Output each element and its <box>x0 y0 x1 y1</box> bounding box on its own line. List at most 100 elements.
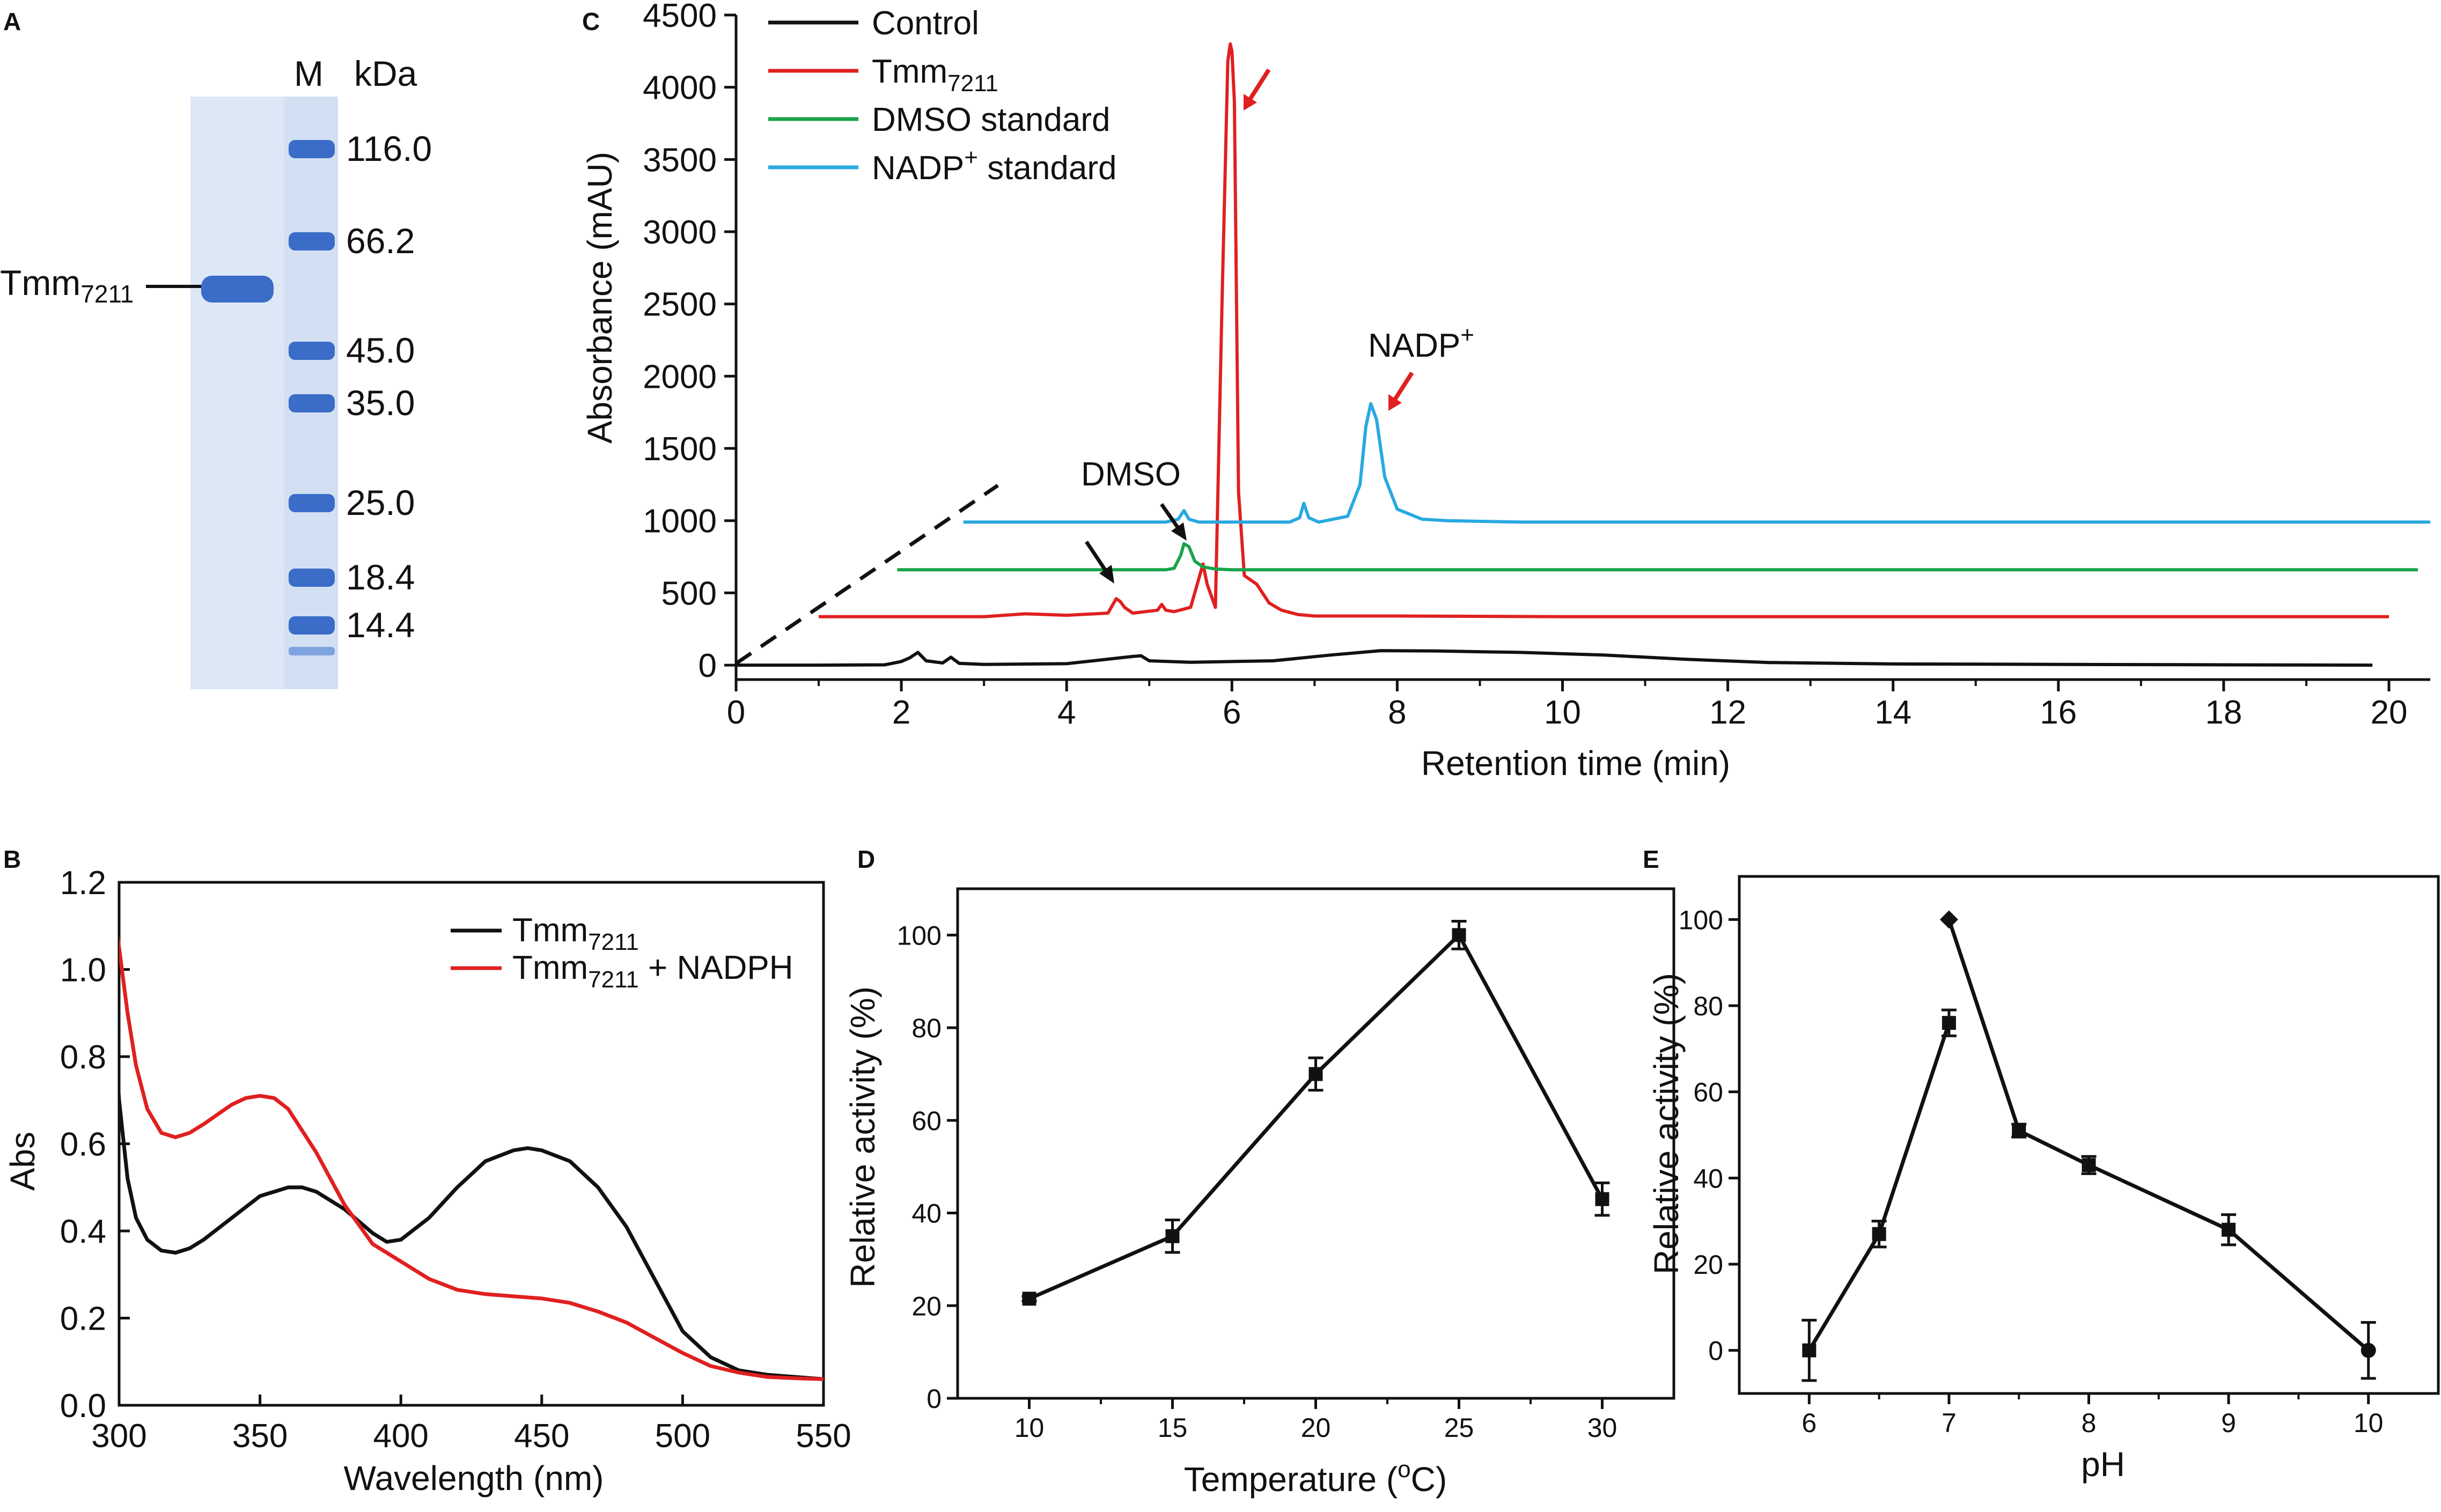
marker-band <box>289 140 335 158</box>
d-data-point <box>1452 928 1466 942</box>
nadp-annotation: NADP+ <box>1368 322 1474 364</box>
e-series-line-1 <box>1947 919 2370 1352</box>
e-x-tick-label: 10 <box>2354 1408 2384 1438</box>
e-x-tick-label: 9 <box>2221 1408 2236 1438</box>
marker-band <box>289 569 335 587</box>
c-legend-label: Tmm7211 <box>872 53 998 97</box>
b-x-tick-label: 500 <box>655 1418 710 1455</box>
c-y-tick-label: 1500 <box>643 431 717 468</box>
c-x-tick-label: 0 <box>727 694 745 731</box>
marker-weight-label: 66.2 <box>346 221 415 261</box>
marker-band <box>289 494 335 512</box>
b-series-line-1 <box>119 935 824 1381</box>
b-x-tick-label: 550 <box>796 1418 851 1455</box>
d-x-axis-title-main: Temperature ( <box>1184 1460 1398 1499</box>
d-x-axis-title: Temperature (oC) <box>1184 1456 1447 1499</box>
e-y-tick-label: 0 <box>1708 1336 1723 1366</box>
protein-label: Tmm7211 <box>0 263 134 308</box>
c-series-line-3 <box>963 402 2430 524</box>
arrow-nadp-peak <box>1388 371 1414 411</box>
panel-a: A M kDa Tmm7211 116.0 66.2 45.0 35.0 25.0 18.… <box>0 8 432 689</box>
d-x-tick-label: 10 <box>1014 1413 1045 1443</box>
e-plot-frame <box>1738 875 2440 1395</box>
b-x-tick-label: 450 <box>514 1418 569 1455</box>
panel-label-c: C <box>582 8 600 35</box>
c-y-tick-label: 1000 <box>643 503 717 540</box>
e-data-point <box>1939 910 1958 929</box>
panel-label-b: B <box>3 845 21 873</box>
c-x-tick-label: 20 <box>2370 694 2407 731</box>
marker-weight-label: 14.4 <box>346 605 415 645</box>
d-y-tick-label: 20 <box>911 1291 942 1321</box>
chart-c: 0 2 4 6 8 10 12 14 16 18 20 0 500 1000 1500 2000 2500 300… <box>643 0 2430 731</box>
b-y-tick-label: 0.4 <box>60 1213 106 1250</box>
marker-weight-label: 116.0 <box>346 129 432 168</box>
b-series-line-0 <box>119 1073 824 1381</box>
e-y-axis-title: Relative activity (%) <box>1647 973 1686 1274</box>
c-y-tick-label: 4000 <box>643 70 717 107</box>
c-x-tick-label: 6 <box>1223 694 1241 731</box>
marker-band <box>289 342 335 360</box>
c-y-tick-label: 3000 <box>643 214 717 251</box>
b-y-tick-label: 0.8 <box>60 1039 106 1076</box>
b-y-tick-label: 0.6 <box>60 1126 106 1163</box>
e-data-point <box>1872 1227 1886 1241</box>
b-legend-label: Tmm7211 <box>512 912 639 955</box>
gel-bands <box>289 140 335 655</box>
protein-label-sub: 7211 <box>80 280 134 308</box>
arrow-main-peak <box>1244 68 1271 110</box>
d-plot-frame <box>956 887 1675 1400</box>
e-x-axis-title: pH <box>2081 1445 2125 1484</box>
c-y-tick-label: 3500 <box>643 142 717 179</box>
nadp-annotation-text: NADP <box>1368 327 1460 364</box>
e-x-tick-label: 8 <box>2082 1408 2097 1438</box>
c-series-line-2 <box>897 542 2418 572</box>
marker-band-faint <box>289 647 335 655</box>
c-x-tick-label: 12 <box>1709 694 1746 731</box>
d-y-tick-label: 0 <box>927 1384 942 1414</box>
e-x-tick-label: 6 <box>1802 1408 1817 1438</box>
chart-b: 300 350 400 450 500 550 0.0 0.2 0.4 0.6 0.8 1.0 1.2 <box>60 865 851 1455</box>
c-y-tick-label: 500 <box>661 575 717 612</box>
c-x-tick-label: 10 <box>1544 694 1581 731</box>
c-x-tick-label: 18 <box>2205 694 2242 731</box>
dmso-annotation: DMSO <box>1081 456 1181 493</box>
d-data-point <box>1308 1067 1323 1081</box>
c-legend-label: Control <box>872 5 979 42</box>
protein-label-main: Tmm <box>0 263 80 303</box>
panel-c: C 0 2 4 6 8 10 12 14 16 18 20 0 500 1000 1500 2000 2500 3… <box>580 0 2430 783</box>
b-x-tick-label: 300 <box>91 1418 146 1455</box>
arrow-dmso-peak <box>1160 503 1187 541</box>
d-x-axis-title-tail: C) <box>1411 1460 1447 1499</box>
d-x-tick-label: 25 <box>1444 1413 1474 1443</box>
panel-label-d: D <box>857 845 875 873</box>
marker-band <box>289 616 335 635</box>
panel-b: B 300 350 400 450 500 550 0.0 0.2 0.4 0.6 0.8 1.0 1.… <box>3 845 851 1498</box>
d-x-tick-label: 20 <box>1301 1413 1331 1443</box>
dmso-annotation-text: DMSO <box>1081 456 1181 493</box>
c-x-tick-label: 8 <box>1388 694 1406 731</box>
c-x-axis-title: Retention time (min) <box>1421 744 1730 783</box>
e-data-point <box>2082 1158 2096 1172</box>
b-x-axis-title: Wavelength (nm) <box>344 1459 604 1498</box>
d-data-point <box>1022 1292 1036 1306</box>
e-y-tick-label: 20 <box>1693 1250 1723 1280</box>
b-legend-label: Tmm7211 + NADPH <box>512 949 793 993</box>
d-data-point <box>1595 1192 1609 1206</box>
protein-band <box>201 276 274 303</box>
e-data-point <box>1802 1343 1817 1358</box>
c-y-tick-label: 4500 <box>643 0 717 34</box>
e-data-point <box>1942 1016 1956 1030</box>
panel-d: D 10 15 20 25 30 0 20 40 60 80 100 Relative activi… <box>843 845 1675 1499</box>
d-y-tick-label: 60 <box>911 1106 942 1136</box>
c-series-line-0 <box>736 649 2373 667</box>
d-x-tick-label: 30 <box>1587 1413 1617 1443</box>
b-y-axis-title: Abs <box>3 1132 42 1191</box>
c-x-tick-label: 4 <box>1057 694 1076 731</box>
e-data-point <box>2361 1343 2376 1358</box>
e-data-point <box>2012 1123 2026 1138</box>
kda-unit-label: kDa <box>354 54 417 93</box>
